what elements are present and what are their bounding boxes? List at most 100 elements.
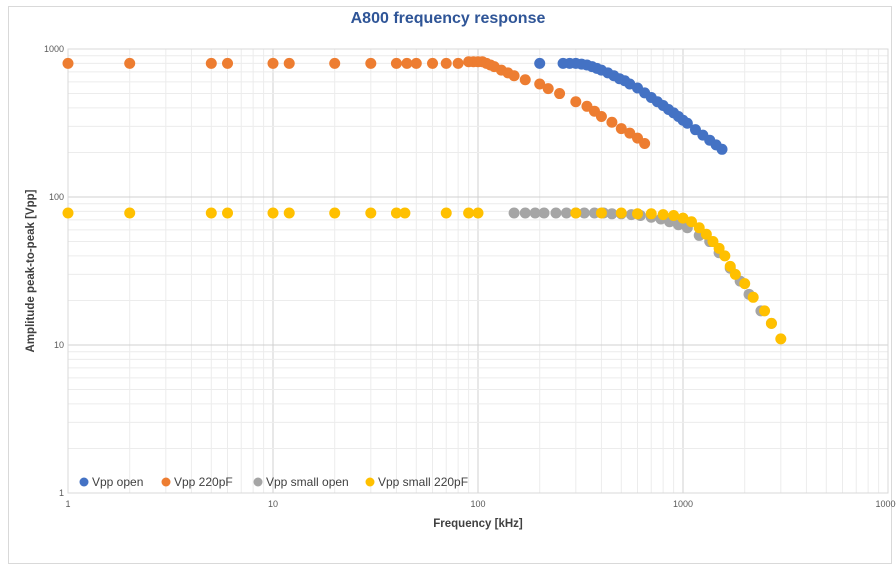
data-point	[560, 207, 572, 219]
legend: Vpp open Vpp 220pF Vpp small open Vpp small…	[79, 475, 468, 489]
data-point	[677, 212, 689, 224]
legend-label: Vpp open	[92, 475, 143, 489]
data-point	[747, 291, 759, 303]
data-point	[62, 57, 74, 69]
data-point	[472, 207, 484, 219]
data-point	[578, 207, 590, 219]
data-point	[222, 57, 234, 69]
series-vpp-220pf	[62, 56, 651, 149]
data-point	[685, 216, 697, 228]
data-point	[390, 207, 402, 219]
data-point	[519, 74, 531, 86]
data-point	[538, 207, 550, 219]
data-point	[410, 57, 422, 69]
data-point	[222, 207, 234, 219]
legend-label: Vpp small 220pF	[378, 475, 468, 489]
data-point	[719, 250, 731, 262]
data-point	[519, 207, 531, 219]
data-point	[765, 317, 777, 329]
data-points	[62, 56, 787, 345]
data-point	[267, 57, 279, 69]
data-point	[681, 117, 693, 129]
data-point	[595, 207, 607, 219]
data-point	[775, 333, 787, 345]
y-tick-label: 100	[49, 192, 64, 202]
data-point	[329, 57, 341, 69]
x-tick-label: 100	[470, 499, 485, 509]
y-tick-label: 1000	[44, 44, 64, 54]
data-point	[693, 222, 705, 234]
data-point	[399, 207, 411, 219]
x-tick-label: 10	[268, 499, 278, 509]
data-point	[639, 137, 651, 149]
data-point	[554, 88, 566, 100]
grid-lines	[67, 49, 888, 494]
data-point	[570, 207, 582, 219]
legend-item: Vpp open	[79, 475, 143, 489]
data-point	[595, 110, 607, 122]
x-tick-label: 1	[65, 499, 70, 509]
chart-title: A800 frequency response	[350, 10, 546, 27]
data-point	[615, 123, 627, 135]
series-vpp-small-220pf	[62, 207, 787, 345]
y-axis-title: Amplitude peak-to-peak [Vpp]	[25, 189, 37, 352]
data-point	[463, 207, 475, 219]
data-point	[700, 228, 712, 240]
data-point	[267, 207, 279, 219]
legend-label: Vpp small open	[266, 475, 349, 489]
y-tick-label: 1	[59, 488, 64, 498]
legend-marker	[253, 477, 263, 487]
data-point	[401, 57, 413, 69]
plot-border	[67, 48, 889, 494]
x-tick-label: 10000	[875, 499, 896, 509]
data-point	[668, 209, 680, 221]
data-point	[534, 78, 546, 90]
data-point	[205, 207, 217, 219]
data-point	[365, 207, 377, 219]
data-point	[606, 208, 618, 220]
data-point	[716, 143, 728, 155]
data-point	[713, 242, 725, 254]
data-point	[534, 57, 546, 69]
data-point	[657, 209, 669, 221]
legend-item: Vpp 220pF	[161, 475, 233, 489]
data-point	[739, 278, 751, 290]
data-point	[124, 57, 136, 69]
data-point	[124, 207, 136, 219]
data-point	[365, 57, 377, 69]
data-point	[452, 57, 464, 69]
data-point	[724, 260, 736, 272]
x-axis-title: Frequency [kHz]	[433, 518, 523, 530]
data-point	[570, 96, 582, 108]
data-point	[645, 208, 657, 220]
x-tick-label: 1000	[673, 499, 693, 509]
series-vpp-open	[534, 57, 728, 155]
data-point	[62, 207, 74, 219]
legend-marker	[79, 477, 89, 487]
legend-item: Vpp small open	[253, 475, 349, 489]
data-point	[205, 57, 217, 69]
data-point	[550, 207, 562, 219]
data-point	[427, 57, 439, 69]
tick-labels: 1 10 100 1000 10000 1 10 100 1000	[44, 44, 896, 509]
data-point	[615, 207, 627, 219]
data-point	[283, 207, 295, 219]
y-tick-label: 10	[54, 340, 64, 350]
data-point	[729, 268, 741, 280]
data-point	[329, 207, 341, 219]
data-point	[283, 57, 295, 69]
data-point	[440, 207, 452, 219]
data-point	[632, 208, 644, 220]
data-point	[759, 305, 771, 317]
legend-marker	[365, 477, 375, 487]
series-vpp-small-open	[508, 207, 777, 329]
legend-marker	[161, 477, 171, 487]
data-point	[390, 57, 402, 69]
data-point	[508, 207, 520, 219]
data-point	[529, 207, 541, 219]
legend-label: Vpp 220pF	[174, 475, 233, 489]
data-point	[508, 70, 520, 82]
legend-item: Vpp small 220pF	[365, 475, 468, 489]
data-point	[542, 83, 554, 95]
